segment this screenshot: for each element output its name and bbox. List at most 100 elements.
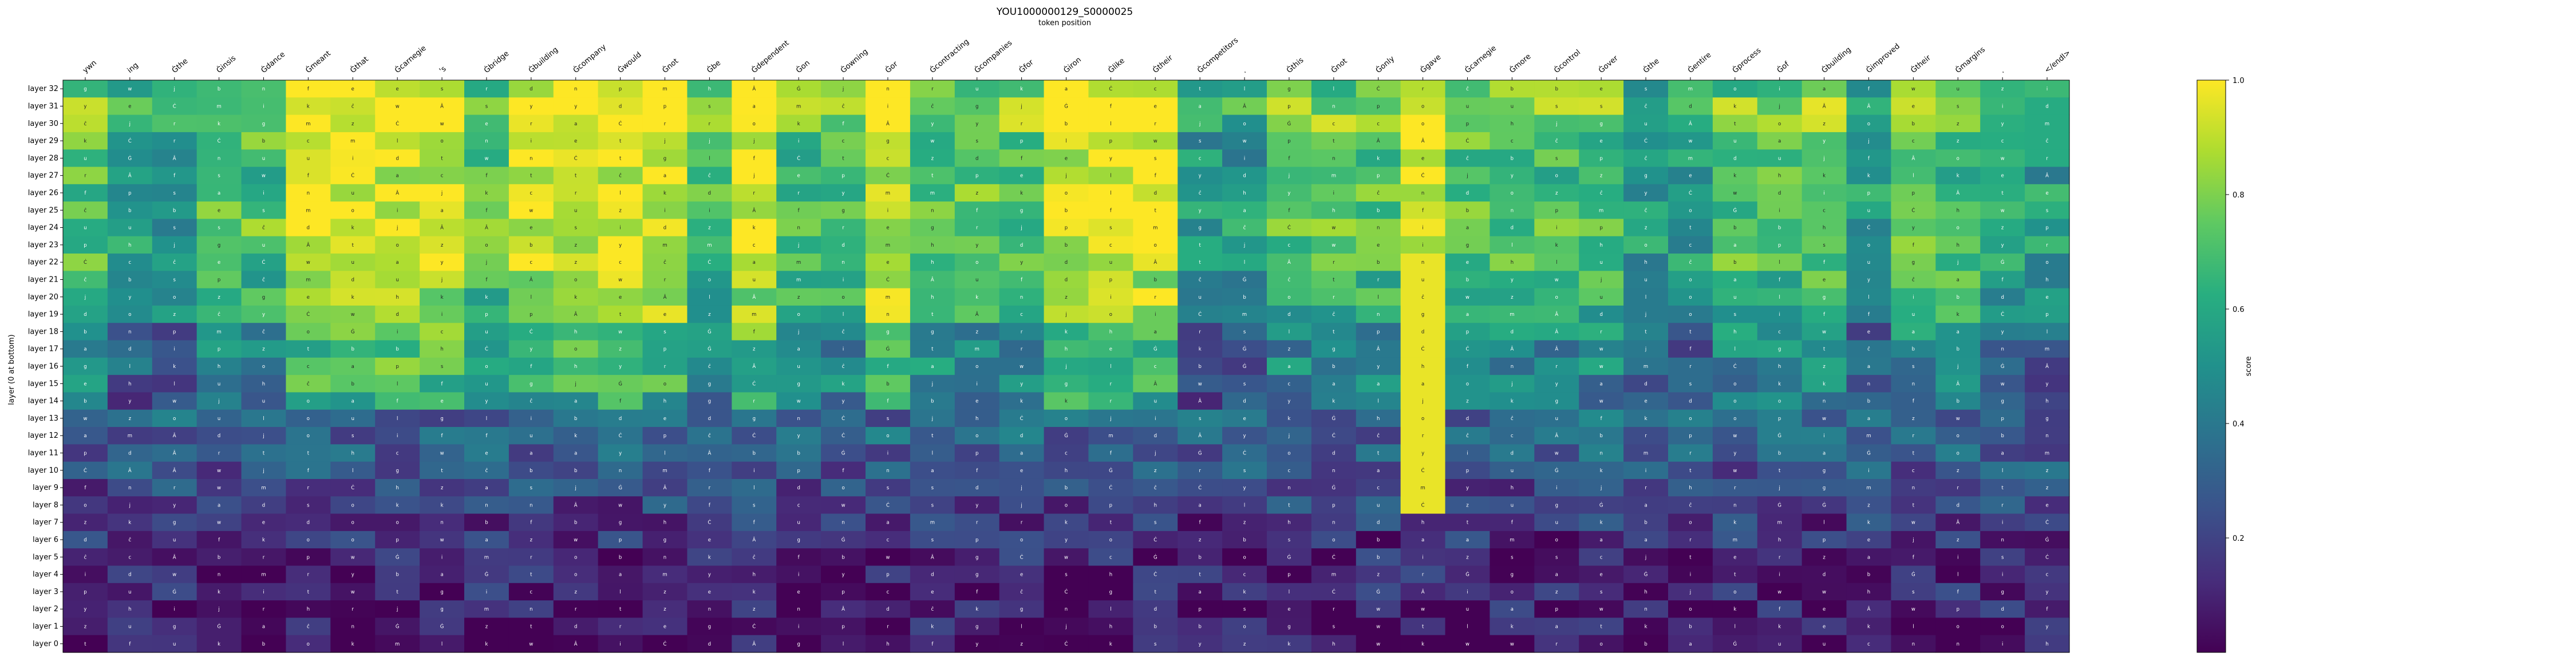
cell-glyph: h xyxy=(1957,208,1959,213)
cell-glyph: k xyxy=(1065,399,1068,405)
cell-glyph: a xyxy=(396,260,399,266)
cell-glyph: p xyxy=(1198,607,1201,612)
cell-glyph: b xyxy=(84,399,86,405)
cell-glyph: u xyxy=(1823,642,1826,647)
heatmap-cell xyxy=(1980,97,2025,116)
cell-glyph: m xyxy=(484,555,489,560)
cell-glyph: o xyxy=(485,243,488,248)
cell-glyph: Ċ xyxy=(173,103,176,109)
cell-glyph: y xyxy=(708,572,711,578)
cell-glyph: l xyxy=(397,381,398,387)
cell-glyph: p xyxy=(1377,329,1380,335)
cell-glyph: w xyxy=(217,520,221,526)
cell-glyph: k xyxy=(1823,381,1826,387)
heatmap-cell xyxy=(420,97,465,116)
cell-glyph: y xyxy=(1823,138,1826,144)
cell-glyph: y xyxy=(351,572,354,578)
cell-glyph: w xyxy=(2001,208,2005,213)
cell-glyph: h xyxy=(1332,208,1335,213)
cell-glyph: r xyxy=(173,138,176,144)
heatmap-cell xyxy=(910,236,955,254)
cell-glyph: g xyxy=(708,399,711,405)
heatmap-cell xyxy=(1088,80,1133,98)
cell-glyph: m xyxy=(1866,485,1871,491)
cell-glyph: Ċ xyxy=(1733,363,1737,370)
cell-glyph: d xyxy=(975,485,978,491)
heatmap-cell xyxy=(1579,254,1624,271)
cell-glyph: s xyxy=(2001,555,2004,560)
y-tick-label: layer 31 xyxy=(28,102,58,110)
cell-glyph: o xyxy=(1243,624,1246,630)
cell-glyph: m xyxy=(2045,347,2049,353)
cell-glyph: a xyxy=(1957,277,1959,283)
cell-glyph: b xyxy=(1466,277,1469,283)
cell-glyph: p xyxy=(1287,572,1290,578)
cell-glyph: a xyxy=(1421,381,1424,387)
heatmap-cell xyxy=(1311,167,1357,185)
cell-glyph: k xyxy=(1020,399,1023,405)
cell-glyph: b xyxy=(530,243,532,248)
heatmap-cell xyxy=(1891,80,1936,98)
cell-glyph: c xyxy=(1689,243,1692,248)
cell-glyph: e xyxy=(262,520,265,526)
heatmap-cell xyxy=(1311,236,1357,254)
cell-glyph: s xyxy=(663,329,666,335)
cell-glyph: ĉ xyxy=(485,468,488,474)
cell-glyph: g xyxy=(1287,86,1290,92)
cell-glyph: s xyxy=(1823,243,1826,248)
cell-glyph: l xyxy=(1957,572,1958,578)
cell-glyph: u xyxy=(351,191,354,196)
cell-glyph: o xyxy=(307,399,310,405)
cell-glyph: Â xyxy=(1421,588,1425,595)
cell-glyph: g xyxy=(1511,572,1514,578)
heatmap-cell xyxy=(1267,167,1312,185)
cell-glyph: j xyxy=(1645,347,1646,353)
cell-glyph: b xyxy=(1733,225,1736,231)
cell-glyph: z xyxy=(1823,555,1826,560)
heatmap-cell xyxy=(63,97,108,116)
cell-glyph: o xyxy=(396,243,399,248)
cell-glyph: Â xyxy=(1510,346,1514,353)
cell-glyph: j xyxy=(1779,485,1780,491)
cell-glyph: n xyxy=(1332,520,1335,526)
cell-glyph: k xyxy=(1733,104,1736,109)
cell-glyph: p xyxy=(619,86,622,92)
cell-glyph: s xyxy=(708,104,711,109)
cell-glyph: c xyxy=(1154,364,1157,370)
cell-glyph: m xyxy=(2045,121,2049,127)
cell-glyph: y xyxy=(975,243,978,248)
cell-glyph: ĉ xyxy=(1466,86,1469,92)
cell-glyph: g xyxy=(173,520,176,526)
cell-glyph: Ġ xyxy=(217,624,221,630)
heatmap-cell xyxy=(1445,132,1491,150)
cell-glyph: s xyxy=(1511,555,1514,560)
heatmap-cell xyxy=(642,97,688,116)
heatmap-cell xyxy=(1757,219,1803,237)
cell-glyph: h xyxy=(396,295,398,300)
cell-glyph: i xyxy=(887,451,888,457)
cell-glyph: i xyxy=(887,208,888,213)
cell-glyph: h xyxy=(1823,225,1826,231)
cell-glyph: ĉ xyxy=(1689,502,1692,508)
cell-glyph: u xyxy=(1733,295,1736,300)
cell-glyph: k xyxy=(1020,86,1023,92)
cell-glyph: i xyxy=(753,468,754,474)
heatmap-cell xyxy=(63,254,108,271)
heatmap-cell xyxy=(1311,201,1357,220)
heatmap-cell xyxy=(999,149,1045,168)
cell-glyph: z xyxy=(753,347,756,353)
cell-glyph: Â xyxy=(931,276,934,283)
cell-glyph: n xyxy=(1912,485,1915,491)
cell-glyph: j xyxy=(1957,364,1958,370)
x-tick-label: Ġentire xyxy=(1686,50,1713,75)
cell-glyph: ĉ xyxy=(753,554,756,560)
heatmap-cell xyxy=(375,149,420,168)
cell-glyph: ĉ xyxy=(842,328,845,335)
heatmap-cell xyxy=(420,80,465,98)
heatmap-cell xyxy=(1891,236,1936,254)
cell-glyph: u xyxy=(485,329,488,335)
cell-glyph: Ċ xyxy=(1421,468,1425,474)
cell-glyph: s xyxy=(1154,156,1157,161)
cell-glyph: Ċ xyxy=(2001,311,2004,318)
